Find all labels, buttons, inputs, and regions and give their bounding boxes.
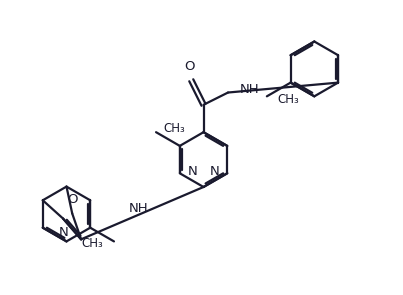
Text: NH: NH (129, 202, 149, 215)
Text: NH: NH (239, 83, 259, 96)
Text: N: N (210, 165, 219, 178)
Text: O: O (184, 60, 195, 73)
Text: CH₃: CH₃ (81, 237, 103, 250)
Text: O: O (67, 193, 77, 206)
Text: N: N (188, 165, 197, 178)
Text: CH₃: CH₃ (163, 122, 185, 135)
Text: N: N (58, 226, 68, 239)
Text: CH₃: CH₃ (277, 93, 299, 106)
